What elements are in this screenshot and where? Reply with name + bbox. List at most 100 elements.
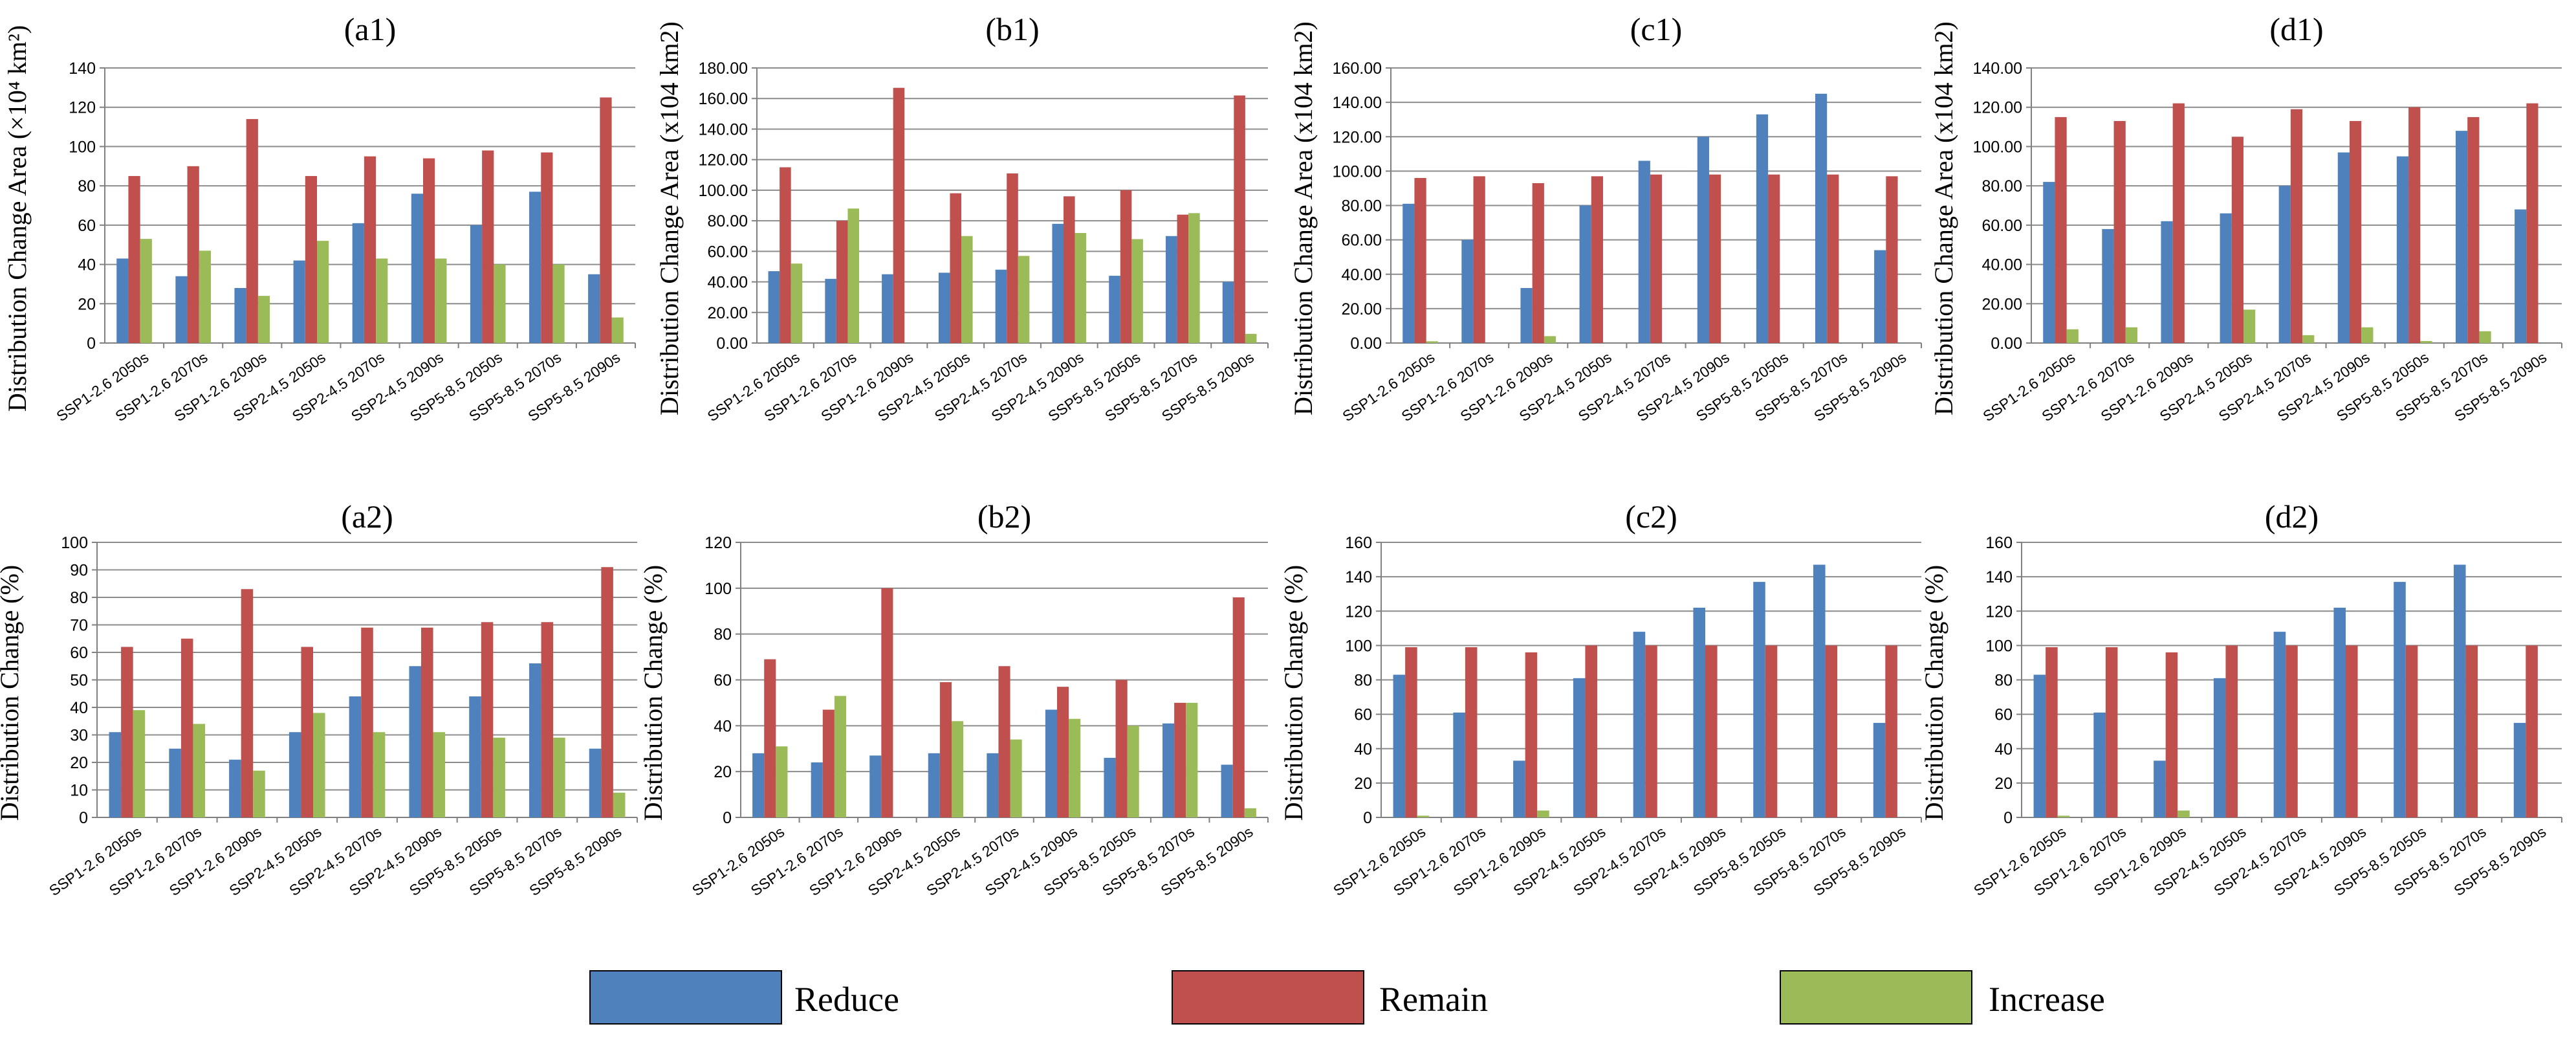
bar-reduce-a1-4 [293,260,305,343]
panel-title-d2: (d2) [2265,498,2319,535]
bar-increase-a2-1 [133,710,146,817]
bar-remain-a2-2 [180,638,193,817]
bar-increase-b2-9 [1244,808,1256,817]
bar-remain-c2-9 [1885,645,1897,817]
bar-remain-b1-6 [1064,196,1075,343]
y-tick-label: 100 [69,138,96,156]
bar-reduce-c2-5 [1633,632,1646,817]
bar-reduce-d2-3 [2154,760,2166,817]
bar-increase-c1-1 [1426,341,1438,343]
y-tick-label: 0.00 [716,335,748,353]
y-tick-label: 80 [78,177,96,195]
chart-panel-a1: (a1) Distribution Change Area (×10⁴ km²) 0… [3,11,636,425]
bar-remain-b2-2 [822,709,835,817]
legend-label-remain: Remain [1379,980,1488,1019]
legend-label-increase: Increase [1989,980,2105,1019]
bar-increase-d1-4 [2243,309,2256,343]
bar-reduce-c2-3 [1513,760,1525,817]
bar-increase-b1-4 [961,236,973,343]
bar-increase-b2-5 [1010,739,1022,817]
y-axis-title-a1: Distribution Change Area (×10⁴ km²) [3,25,32,412]
legend-swatch-reduce [589,970,782,1025]
y-axis-title-d2: Distribution Change (%) [1919,565,1948,821]
bar-reduce-c2-1 [1393,674,1406,817]
bar-remain-c2-2 [1465,647,1478,817]
bar-reduce-a2-9 [589,748,602,817]
bar-increase-a1-8 [552,264,565,343]
bar-remain-c1-6 [1709,174,1721,343]
y-tick-label: 120.00 [699,151,748,170]
y-tick-label: 0 [2003,809,2013,827]
bar-remain-c1-7 [1768,174,1780,343]
y-tick-label: 0 [79,809,88,827]
bar-remain-d2-9 [2526,645,2538,817]
bar-remain-b2-1 [764,659,776,817]
y-tick-label: 70 [70,617,88,635]
bar-remain-a1-8 [541,152,553,344]
bar-reduce-a2-4 [289,732,301,817]
bar-increase-d1-7 [2420,340,2432,343]
chart-panel-c2: (c2) Distribution Change (%) 0 20 40 60 80 100 1… [1279,498,1922,899]
bar-remain-c2-6 [1705,645,1718,817]
y-tick-label: 20.00 [707,304,748,322]
bar-increase-b1-5 [1018,256,1030,343]
bar-increase-b1-6 [1075,233,1087,343]
bar-reduce-b2-7 [1104,757,1116,817]
bar-reduce-b1-8 [1166,236,1177,343]
bar-increase-b2-1 [776,746,788,817]
bar-remain-a2-7 [481,622,494,817]
bar-increase-a1-3 [257,296,270,343]
bar-reduce-a1-5 [352,223,364,343]
bar-remain-d2-4 [2225,645,2238,817]
bar-reduce-b2-3 [869,755,882,817]
bar-reduce-c1-2 [1461,239,1474,343]
bar-reduce-c1-5 [1638,161,1650,343]
y-tick-label: 140 [69,60,96,78]
y-tick-label: 0 [87,335,96,353]
bar-reduce-a2-7 [469,696,481,817]
y-tick-label: 20 [1994,775,2013,793]
bar-remain-a1-7 [482,150,494,343]
bar-increase-a2-9 [613,792,626,817]
y-tick-label: 140 [1345,568,1372,586]
y-tick-label: 140.00 [1333,94,1382,112]
y-tick-label: 10 [70,782,88,800]
bar-remain-a1-1 [128,175,140,343]
y-tick-label: 100 [704,580,732,598]
bar-reduce-d1-3 [2161,221,2173,343]
bar-reduce-c1-1 [1403,203,1415,343]
y-tick-label: 40.00 [707,274,748,292]
bar-reduce-c1-9 [1874,250,1886,343]
bar-increase-a2-5 [373,732,386,817]
bar-remain-b2-4 [939,682,952,817]
bar-reduce-c1-4 [1579,205,1591,343]
bar-remain-d2-3 [2165,652,2178,817]
bar-increase-d1-8 [2479,331,2491,343]
bar-reduce-c2-8 [1813,564,1826,817]
bar-reduce-a1-6 [411,194,423,343]
bar-reduce-b1-5 [995,269,1007,343]
y-axis-title-a2: Distribution Change (%) [0,565,24,821]
y-tick-label: 40 [70,699,88,717]
y-tick-label: 60 [70,644,88,662]
bar-increase-a2-7 [493,737,505,817]
y-tick-label: 100 [61,534,88,552]
bar-remain-b2-3 [881,588,893,817]
bar-reduce-c1-8 [1815,93,1828,343]
y-tick-label: 30 [70,727,88,745]
bar-reduce-d1-6 [2337,152,2350,344]
bar-reduce-b1-4 [938,272,950,343]
bar-increase-d2-1 [2057,815,2070,817]
bar-reduce-a2-1 [109,732,122,817]
bar-increase-b1-2 [847,208,859,343]
y-tick-label: 20.00 [1341,300,1382,318]
bar-remain-d1-5 [2290,109,2303,343]
bar-increase-d2-3 [2178,810,2190,817]
bar-remain-b2-6 [1057,687,1069,817]
chart-panel-d1: (d1) Distribution Change Area (x104 km2) 0… [1929,11,2562,425]
bar-remain-a2-8 [541,622,554,817]
bar-remain-b1-3 [893,87,905,343]
bar-reduce-b1-9 [1222,282,1234,343]
y-tick-label: 120 [1985,603,2013,621]
bar-remain-c1-1 [1414,178,1426,343]
